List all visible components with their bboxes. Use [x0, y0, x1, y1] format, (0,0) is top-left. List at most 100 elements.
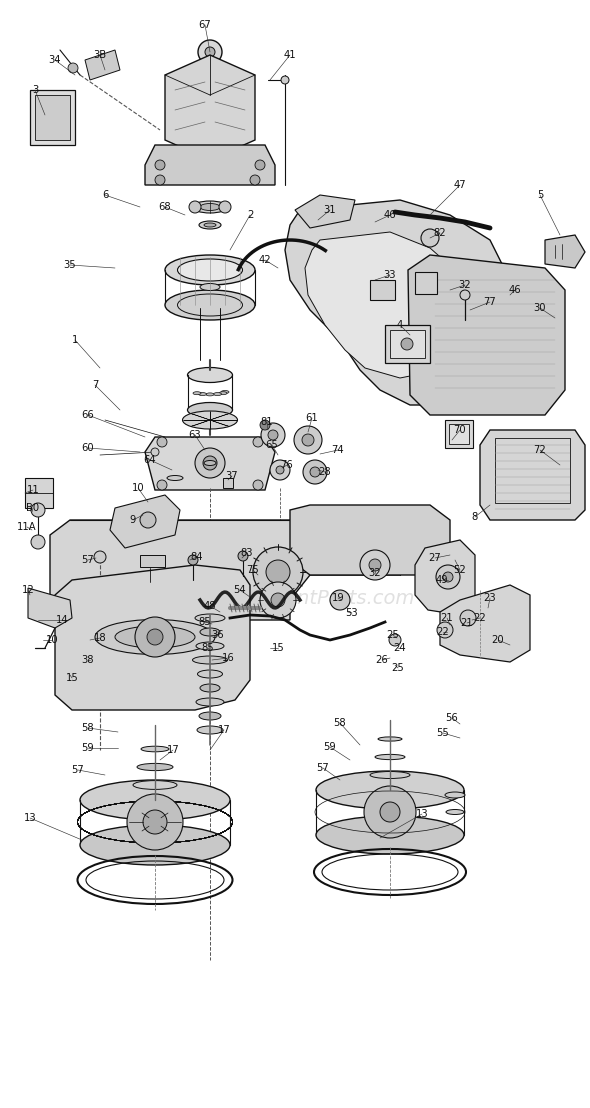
- Circle shape: [271, 593, 285, 607]
- Ellipse shape: [198, 392, 206, 396]
- Text: 46: 46: [384, 211, 396, 220]
- Polygon shape: [285, 201, 510, 406]
- Circle shape: [157, 480, 167, 490]
- Ellipse shape: [167, 475, 183, 481]
- Circle shape: [94, 551, 106, 563]
- Bar: [25, 478, 53, 507]
- Ellipse shape: [196, 698, 224, 706]
- Circle shape: [203, 456, 217, 470]
- Text: 1: 1: [72, 335, 78, 345]
- Ellipse shape: [95, 619, 215, 655]
- Ellipse shape: [80, 825, 230, 865]
- Polygon shape: [191, 420, 210, 427]
- Circle shape: [268, 430, 278, 440]
- Text: 64: 64: [144, 455, 156, 465]
- Text: 25: 25: [392, 663, 404, 673]
- Ellipse shape: [195, 614, 225, 622]
- Text: 57: 57: [317, 763, 329, 773]
- Text: 22: 22: [437, 627, 450, 637]
- Polygon shape: [440, 585, 530, 661]
- Ellipse shape: [192, 656, 228, 664]
- Circle shape: [294, 425, 322, 454]
- Text: 66: 66: [81, 410, 94, 420]
- Text: 74: 74: [332, 445, 345, 455]
- Circle shape: [135, 617, 175, 657]
- Text: 38: 38: [82, 655, 94, 665]
- Bar: [495, 438, 570, 503]
- Polygon shape: [305, 232, 460, 378]
- Bar: [445, 420, 473, 448]
- Text: 26: 26: [376, 655, 388, 665]
- Text: 7: 7: [92, 380, 98, 390]
- Circle shape: [360, 550, 390, 579]
- Ellipse shape: [370, 771, 410, 779]
- Ellipse shape: [192, 201, 228, 213]
- Text: 32: 32: [458, 280, 471, 290]
- Ellipse shape: [204, 461, 216, 465]
- Polygon shape: [85, 50, 120, 80]
- Text: 46: 46: [509, 285, 522, 295]
- Text: 31: 31: [324, 205, 336, 215]
- Text: 57: 57: [71, 765, 84, 774]
- Text: 85: 85: [199, 617, 211, 627]
- Text: 36: 36: [212, 630, 224, 640]
- Text: 75: 75: [247, 565, 260, 575]
- Ellipse shape: [137, 763, 173, 770]
- Circle shape: [260, 582, 296, 618]
- Circle shape: [281, 76, 289, 84]
- Text: 85: 85: [202, 643, 214, 653]
- Circle shape: [460, 290, 470, 300]
- Text: 3: 3: [32, 85, 38, 95]
- Polygon shape: [55, 565, 250, 710]
- Ellipse shape: [446, 810, 464, 814]
- Text: 59: 59: [324, 742, 336, 752]
- Bar: [30, 90, 75, 145]
- Text: 23: 23: [484, 593, 496, 603]
- Text: 81: 81: [261, 417, 273, 427]
- Text: 42: 42: [258, 255, 271, 265]
- Polygon shape: [28, 588, 72, 628]
- Ellipse shape: [375, 755, 405, 760]
- Bar: [140, 555, 165, 567]
- Text: 12: 12: [22, 585, 34, 595]
- Polygon shape: [545, 235, 585, 268]
- Circle shape: [369, 560, 381, 571]
- Bar: [385, 325, 430, 363]
- Text: 6: 6: [102, 189, 108, 201]
- Polygon shape: [50, 520, 400, 620]
- Ellipse shape: [133, 781, 177, 789]
- Ellipse shape: [188, 402, 232, 418]
- Circle shape: [157, 437, 167, 447]
- Text: 47: 47: [454, 179, 466, 189]
- Circle shape: [380, 802, 400, 822]
- Circle shape: [151, 448, 159, 456]
- Polygon shape: [191, 413, 210, 420]
- Ellipse shape: [200, 284, 220, 290]
- Bar: [390, 330, 425, 358]
- Text: 48: 48: [204, 601, 217, 611]
- Ellipse shape: [206, 393, 214, 396]
- Text: 67: 67: [199, 20, 211, 30]
- Circle shape: [140, 512, 156, 529]
- Ellipse shape: [316, 771, 464, 809]
- Text: 11: 11: [27, 485, 40, 495]
- Ellipse shape: [199, 220, 221, 229]
- Circle shape: [253, 437, 263, 447]
- Circle shape: [147, 629, 163, 645]
- Circle shape: [421, 229, 439, 247]
- Polygon shape: [110, 495, 180, 548]
- Text: 30: 30: [534, 302, 546, 312]
- Circle shape: [205, 47, 215, 57]
- Text: 18: 18: [94, 633, 106, 643]
- Ellipse shape: [201, 417, 219, 423]
- Text: 41: 41: [284, 50, 296, 60]
- Circle shape: [330, 589, 350, 611]
- Text: 61: 61: [306, 413, 319, 423]
- Text: 9: 9: [130, 515, 136, 525]
- Text: 53: 53: [346, 608, 358, 618]
- Circle shape: [198, 40, 222, 64]
- Circle shape: [443, 572, 453, 582]
- Text: 22: 22: [474, 613, 486, 623]
- Text: 21: 21: [441, 613, 453, 623]
- Text: 13: 13: [416, 809, 428, 819]
